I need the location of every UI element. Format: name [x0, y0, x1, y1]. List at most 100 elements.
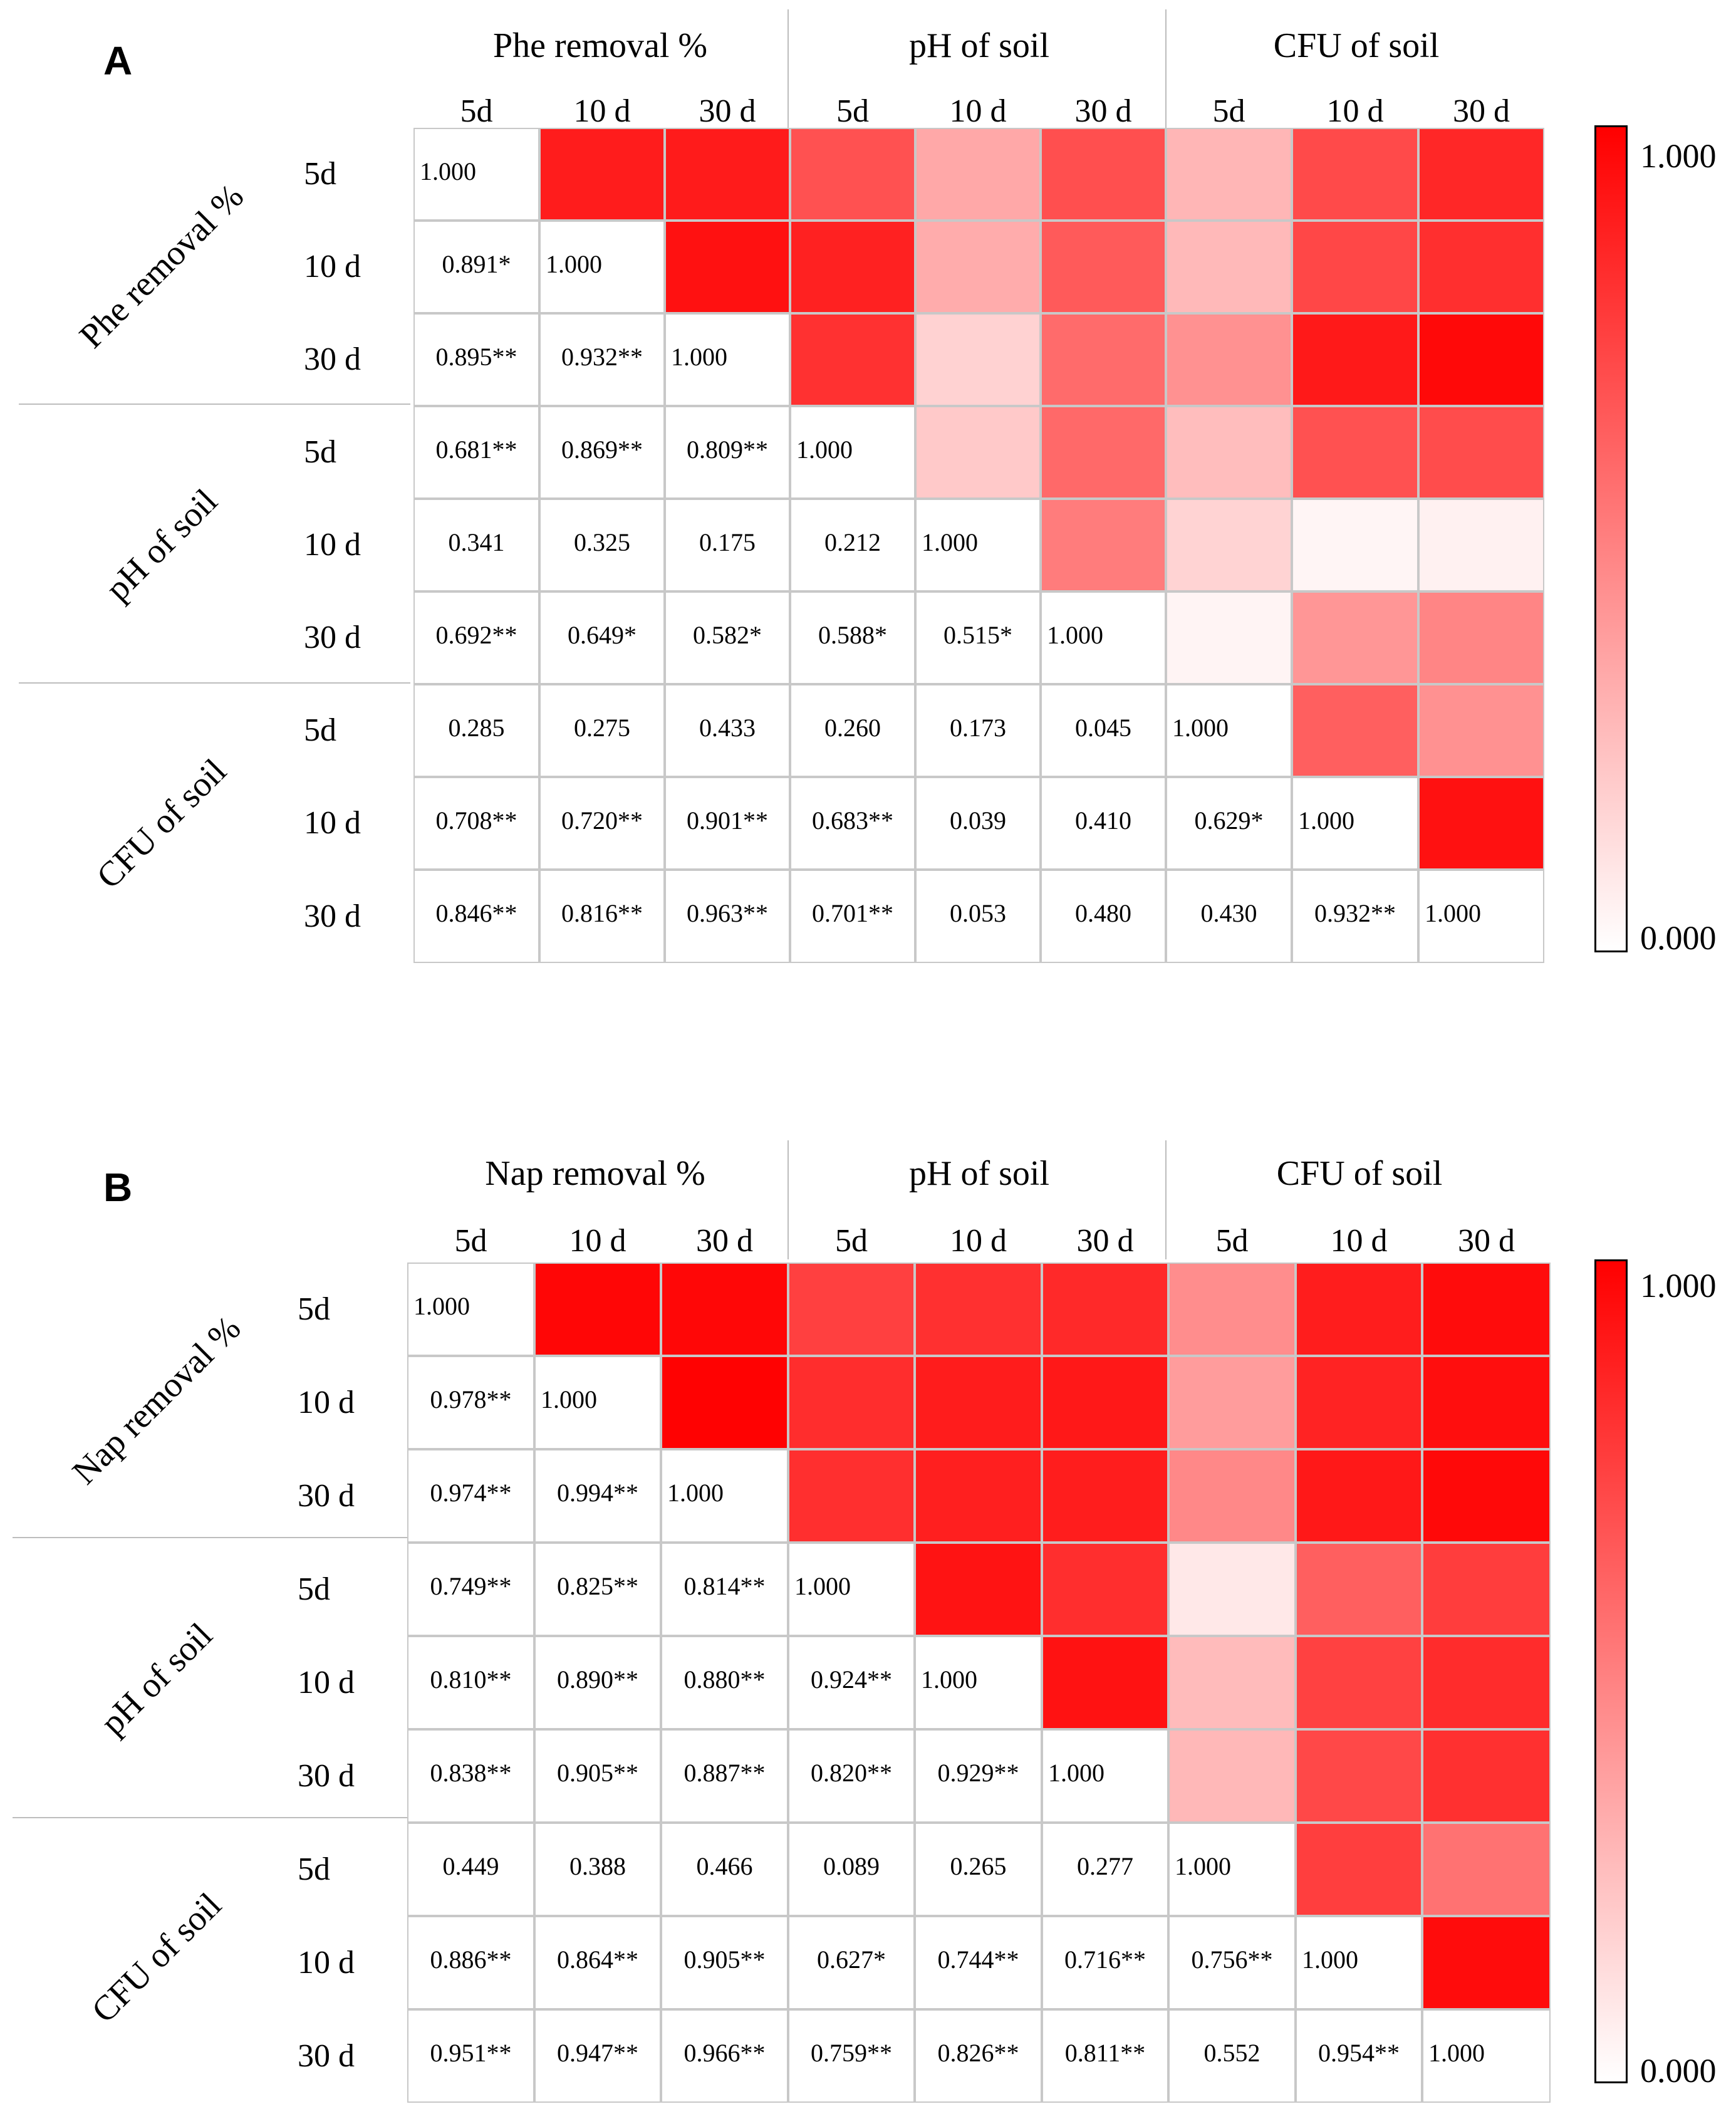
heatmap-value-cell — [539, 591, 665, 684]
heatmap-color-cell — [1168, 1263, 1296, 1356]
column-tick-label: 10 d — [1330, 1223, 1388, 1259]
cell-value-label: 0.744** — [937, 1945, 1019, 1974]
cell-value-label: 0.846** — [435, 899, 517, 928]
heatmap-color-cell — [1422, 1636, 1551, 1729]
colorbar-min-label: 0.000 — [1640, 2052, 1717, 2090]
heatmap-value-cell — [539, 870, 665, 963]
heatmap-value-cell — [661, 2009, 788, 2103]
cell-value-label: 0.864** — [557, 1945, 638, 1974]
cell-value-label: 0.887** — [683, 1759, 766, 1788]
heatmap-color-cell — [1166, 221, 1292, 313]
panel-letter: B — [103, 1165, 133, 1210]
heatmap-value-cell — [661, 1916, 788, 2009]
column-tick-label: 10 d — [949, 93, 1007, 129]
row-tick-label: 5d — [304, 434, 336, 470]
colorbar — [1594, 125, 1628, 952]
cell-value-label: 0.924** — [811, 1665, 892, 1694]
column-tick-label: 30 d — [1453, 93, 1510, 129]
cell-value-label: 1.000 — [420, 157, 476, 185]
heatmap-color-cell — [788, 1356, 915, 1449]
cell-value-label: 0.820** — [811, 1759, 892, 1788]
heatmap-color-cell — [1042, 1449, 1168, 1543]
heatmap-value-cell — [665, 777, 790, 870]
column-tick-label: 5d — [454, 1223, 487, 1259]
heatmap-value-cell — [1041, 870, 1166, 963]
column-tick-label: 5d — [1215, 1223, 1249, 1259]
heatmap-color-cell — [1292, 499, 1418, 591]
column-tick-label: 10 d — [950, 1223, 1007, 1259]
cell-value-label: 0.951** — [430, 2039, 512, 2068]
heatmap-value-cell — [790, 777, 915, 870]
column-tick-label: 5d — [836, 93, 869, 129]
heatmap-color-cell — [1168, 1543, 1296, 1636]
heatmap-value-cell — [790, 499, 915, 591]
heatmap-color-cell — [1296, 1823, 1422, 1916]
column-tick-label: 5d — [835, 1223, 868, 1259]
heatmap-color-cell — [790, 128, 915, 221]
heatmap-value-cell — [788, 2009, 915, 2103]
heatmap-value-cell — [661, 1823, 788, 1916]
cell-value-label: 0.410 — [1075, 806, 1131, 835]
heatmap-value-cell — [915, 1729, 1042, 1823]
panel-a: A Phe removal % pH of soil CFU of soil P… — [0, 0, 1736, 1002]
cell-value-label: 0.089 — [823, 1852, 880, 1881]
column-group-label: CFU of soil — [1273, 26, 1440, 65]
heatmap-value-cell — [413, 777, 539, 870]
row-tick-label: 5d — [298, 1851, 330, 1887]
cell-value-label: 0.039 — [950, 806, 1006, 835]
heatmap-color-cell — [665, 221, 790, 313]
heatmap-value-cell — [413, 406, 539, 499]
column-tick-label: 10 d — [569, 1223, 626, 1259]
column-tick-label: 30 d — [696, 1223, 753, 1259]
heatmap-value-cell — [534, 1543, 661, 1636]
heatmap-value-cell — [788, 1729, 915, 1823]
cell-value-label: 0.886** — [430, 1945, 512, 1974]
cell-value-label: 0.838** — [430, 1759, 512, 1788]
heatmap-value-cell — [1166, 777, 1292, 870]
colorbar — [1594, 1259, 1628, 2083]
cell-value-label: 0.994** — [557, 1479, 638, 1507]
heatmap-value-cell — [790, 870, 915, 963]
heatmap-color-cell — [1418, 499, 1544, 591]
heatmap-value-cell — [915, 1823, 1042, 1916]
heatmap-value-cell — [790, 406, 915, 499]
heatmap-color-cell — [1422, 1449, 1551, 1543]
heatmap-value-cell — [407, 1263, 534, 1356]
row-tick-label: 10 d — [304, 249, 361, 284]
heatmap-color-cell — [1168, 1729, 1296, 1823]
heatmap-value-cell — [665, 313, 790, 406]
column-group-label: CFU of soil — [1276, 1154, 1443, 1193]
cell-value-label: 1.000 — [794, 1572, 851, 1601]
heatmap-value-cell — [407, 1543, 534, 1636]
heatmap-value-cell — [407, 1729, 534, 1823]
cell-value-label: 1.000 — [1047, 620, 1103, 649]
heatmap-color-cell — [1041, 499, 1166, 591]
cell-value-label: 0.433 — [699, 713, 756, 742]
heatmap-color-cell — [1166, 591, 1292, 684]
column-tick-label: 30 d — [1458, 1223, 1515, 1259]
heatmap-value-cell — [1422, 2009, 1551, 2103]
heatmap-value-cell — [539, 777, 665, 870]
heatmap-color-cell — [1418, 777, 1544, 870]
heatmap-color-cell — [1422, 1356, 1551, 1449]
heatmap-value-cell — [788, 1543, 915, 1636]
heatmap-value-cell — [1041, 777, 1166, 870]
heatmap-color-cell — [1166, 313, 1292, 406]
column-group-label: pH of soil — [909, 26, 1049, 65]
heatmap-color-cell — [1418, 591, 1544, 684]
row-tick-label: 30 d — [298, 1757, 355, 1794]
cell-value-label: 1.000 — [1298, 806, 1354, 835]
heatmap-value-cell — [1168, 1823, 1296, 1916]
heatmap-value-cell — [534, 1356, 661, 1449]
heatmap-value-cell — [1042, 1823, 1168, 1916]
heatmap-color-cell — [1296, 1449, 1422, 1543]
heatmap-color-cell — [1041, 128, 1166, 221]
heatmap-color-cell — [1418, 221, 1544, 313]
heatmap-value-cell — [915, 591, 1041, 684]
row-group-separator — [13, 1537, 407, 1538]
heatmap-value-cell — [1292, 870, 1418, 963]
cell-value-label: 0.265 — [950, 1852, 1007, 1881]
colorbar-max-label: 1.000 — [1640, 137, 1717, 175]
heatmap-color-cell — [1168, 1449, 1296, 1543]
heatmap-value-cell — [790, 684, 915, 777]
